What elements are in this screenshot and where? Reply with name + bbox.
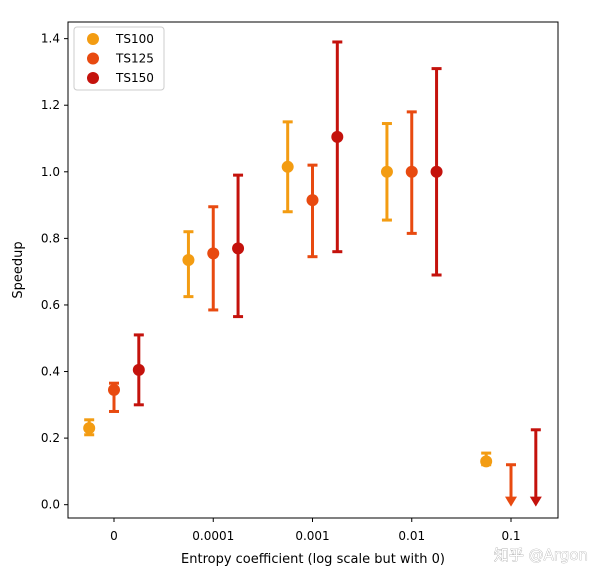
- x-tick-label: 0: [110, 529, 118, 543]
- data-point: [281, 160, 294, 173]
- x-tick-label: 0.1: [501, 529, 520, 543]
- data-point: [132, 363, 145, 376]
- legend-label: TS125: [115, 52, 154, 66]
- error-arrow-down: [529, 496, 542, 507]
- plot-frame: [67, 21, 559, 519]
- data-point: [207, 247, 220, 260]
- x-tick-label: 0.01: [398, 529, 425, 543]
- plot-series: [83, 40, 542, 507]
- y-tick-label: 0.2: [41, 431, 60, 445]
- y-tick-label: 1.0: [41, 165, 60, 179]
- data-point: [232, 242, 245, 255]
- x-tick-label: 0.001: [295, 529, 329, 543]
- data-point: [480, 455, 493, 468]
- error-arrow-down: [505, 496, 517, 507]
- legend-marker-ts150: [87, 72, 99, 84]
- legend: TS100 TS125 TS150: [73, 26, 165, 91]
- series-ts125: [108, 110, 517, 507]
- y-tick-label: 1.4: [41, 32, 60, 46]
- y-tick-label: 1.2: [41, 98, 60, 112]
- legend-marker-ts125: [87, 52, 99, 65]
- y-tick-label: 0.6: [41, 298, 60, 312]
- y-tick-label: 0.8: [41, 231, 60, 245]
- y-tick-label: 0.4: [41, 365, 60, 379]
- legend-label: TS150: [115, 71, 154, 85]
- x-axis-label: Entropy coefficient (log scale but with …: [181, 552, 445, 567]
- data-point: [380, 165, 393, 178]
- legend-marker-ts100: [87, 33, 99, 45]
- watermark-text: 知乎 @Argon: [494, 546, 588, 564]
- y-axis: 0.0 0.2 0.4 0.6 0.8 1.0 1.2 1.4: [41, 32, 68, 512]
- data-point: [331, 130, 344, 143]
- data-point: [405, 165, 418, 178]
- series-ts150: [132, 40, 542, 507]
- y-axis-label: Speedup: [11, 241, 26, 298]
- legend-label: TS100: [115, 32, 154, 46]
- data-point: [430, 165, 443, 178]
- data-point: [306, 194, 319, 207]
- data-point: [182, 254, 195, 267]
- y-tick-label: 0.0: [41, 498, 60, 512]
- data-point: [108, 383, 120, 396]
- data-point: [83, 422, 96, 435]
- x-tick-label: 0.0001: [192, 529, 234, 543]
- series-ts100: [83, 120, 493, 468]
- x-axis: 0 0.0001 0.001 0.01 0.1: [110, 518, 521, 543]
